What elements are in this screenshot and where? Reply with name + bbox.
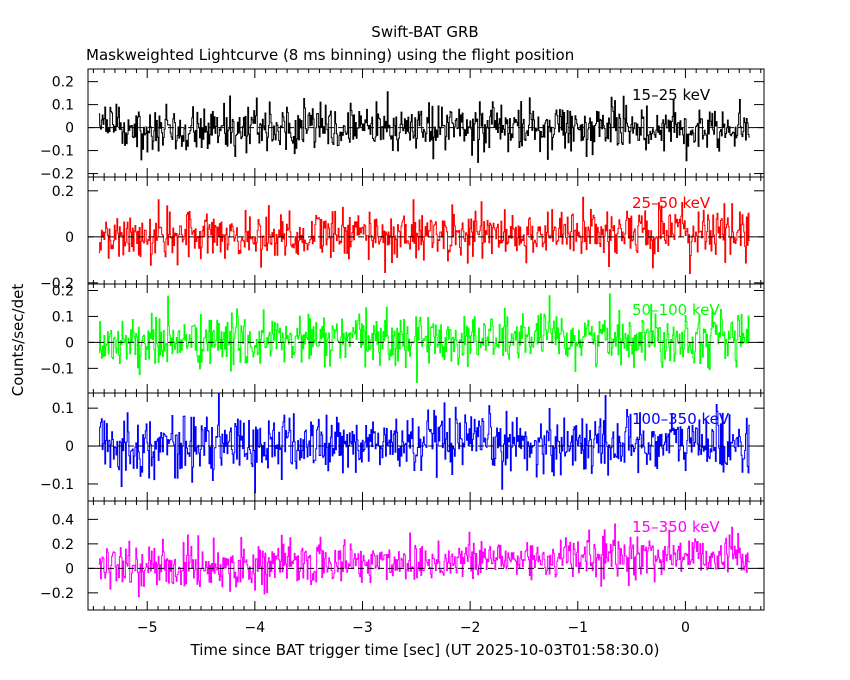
y-tick-label: −0.1 [40, 477, 74, 493]
y-axis-label: Counts/sec/det [9, 284, 27, 397]
x-tick-label: −5 [137, 620, 158, 636]
y-tick-label: 0.1 [52, 401, 74, 417]
y-tick-label: 0.4 [52, 512, 74, 528]
y-tick-label: −0.2 [40, 276, 74, 292]
x-tick-label: −3 [352, 620, 373, 636]
y-tick-label: −0.2 [40, 167, 74, 183]
x-tick-label: −1 [567, 620, 588, 636]
x-tick-label: 0 [681, 620, 690, 636]
band-label: 15–25 keV [632, 86, 711, 104]
y-tick-label: 0 [65, 439, 74, 455]
series-line-3 [98, 293, 750, 383]
y-tick-label: 0.2 [52, 283, 74, 299]
y-tick-label: 0.2 [52, 537, 74, 553]
series-line-2 [98, 196, 750, 274]
y-tick-label: 0.2 [52, 75, 74, 91]
band-label: 100–350 keV [632, 410, 730, 428]
y-tick-label: 0 [65, 121, 74, 137]
y-tick-label: −0.1 [40, 144, 74, 160]
panel-frame [87, 500, 765, 611]
series-line-4 [98, 393, 750, 494]
x-tick-label: −2 [460, 620, 481, 636]
panel-1: 15–25 keV 0.2 0.1 0 −0.1 −0.2 [40, 68, 765, 183]
chart-title: Swift-BAT GRB [371, 23, 478, 41]
band-label: 25–50 keV [632, 194, 711, 212]
y-tick-label: 0.2 [52, 184, 74, 200]
series-line-1 [98, 91, 750, 163]
y-tick-label: 0.1 [52, 309, 74, 325]
y-tick-label: −0.2 [40, 586, 74, 602]
panel-5: 15–350 keV 0.4 0.2 0 −0.2 [40, 500, 765, 611]
series-line-5 [98, 523, 750, 598]
x-axis-label: Time since BAT trigger time [sec] (UT 20… [190, 641, 660, 659]
panel-4: 100–350 keV 0.1 0 −0.1 [40, 392, 765, 502]
y-tick-label: 0.1 [52, 98, 74, 114]
band-label: 50–100 keV [632, 301, 720, 319]
y-tick-label: −0.1 [40, 361, 74, 377]
y-tick-label: 0 [65, 335, 74, 351]
y-tick-label: 0 [65, 230, 74, 246]
chart-subtitle: Maskweighted Lightcurve (8 ms binning) u… [86, 46, 574, 64]
panel-3: 50–100 keV 0.2 0.1 0 −0.1 [40, 283, 765, 394]
y-tick-label: 0 [65, 561, 74, 577]
band-label: 15–350 keV [632, 518, 720, 536]
panel-2: 25–50 keV 0.2 0 −0.2 [40, 176, 765, 292]
x-tick-label: −4 [245, 620, 266, 636]
